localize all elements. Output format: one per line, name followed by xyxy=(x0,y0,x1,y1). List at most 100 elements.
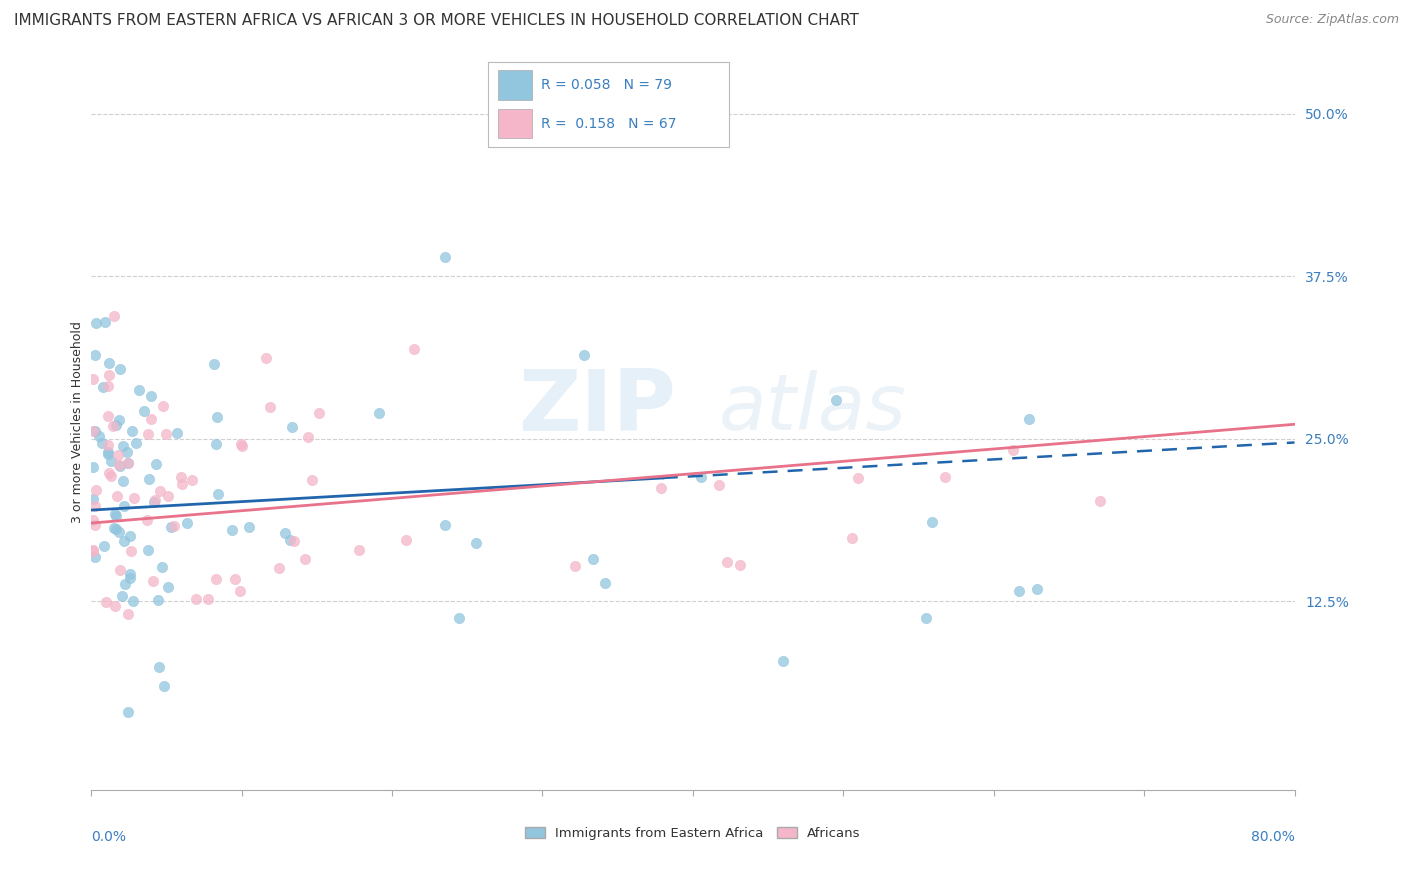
Point xyxy=(772,654,794,668)
Point xyxy=(110,362,132,376)
Point xyxy=(136,542,159,557)
Point xyxy=(728,558,751,572)
Point xyxy=(841,531,863,545)
Point xyxy=(1018,412,1040,426)
Point xyxy=(846,471,869,485)
Point xyxy=(104,599,127,613)
Y-axis label: 3 or more Vehicles in Household: 3 or more Vehicles in Household xyxy=(72,321,84,524)
Point xyxy=(139,389,162,403)
Point xyxy=(395,533,418,547)
Point xyxy=(170,470,193,484)
Point xyxy=(120,571,142,585)
Point xyxy=(582,552,605,566)
Point xyxy=(110,589,132,603)
Point xyxy=(142,495,165,509)
Point xyxy=(197,592,219,607)
Point xyxy=(105,489,128,503)
Point xyxy=(125,436,148,450)
Point xyxy=(101,419,124,434)
Point xyxy=(138,472,160,486)
Point xyxy=(574,348,596,362)
Point xyxy=(707,477,730,491)
Point xyxy=(120,544,142,558)
Text: 0.0%: 0.0% xyxy=(91,830,127,844)
Point xyxy=(83,424,105,438)
Point xyxy=(108,458,131,472)
Point xyxy=(97,447,120,461)
Point xyxy=(207,487,229,501)
Text: Source: ZipAtlas.com: Source: ZipAtlas.com xyxy=(1265,13,1399,27)
Point xyxy=(1001,443,1024,458)
Point xyxy=(103,521,125,535)
Point xyxy=(934,470,956,484)
Point xyxy=(148,660,170,674)
Point xyxy=(82,424,104,438)
Point xyxy=(155,427,177,442)
Point xyxy=(107,448,129,462)
Point xyxy=(465,536,488,550)
Point xyxy=(84,316,107,330)
Point xyxy=(82,543,104,558)
Point xyxy=(221,524,243,538)
Point xyxy=(308,406,330,420)
Point xyxy=(176,516,198,531)
Point xyxy=(114,576,136,591)
Point xyxy=(157,489,180,503)
Point xyxy=(281,420,304,434)
Point xyxy=(117,456,139,470)
Point xyxy=(112,533,135,548)
Point xyxy=(104,522,127,536)
Point xyxy=(825,393,848,408)
Point xyxy=(84,483,107,498)
Point xyxy=(96,379,118,393)
Point xyxy=(283,533,305,548)
Point xyxy=(228,583,250,598)
Point xyxy=(87,429,110,443)
Point xyxy=(128,383,150,397)
Point xyxy=(83,500,105,514)
Point xyxy=(84,348,107,362)
Point xyxy=(100,469,122,483)
Point xyxy=(108,413,131,427)
Point xyxy=(82,513,104,527)
Point xyxy=(160,520,183,534)
Point xyxy=(82,460,104,475)
Point xyxy=(136,427,159,442)
Point xyxy=(163,519,186,533)
Point xyxy=(104,418,127,433)
Point xyxy=(145,492,167,507)
Point xyxy=(82,371,104,385)
Point xyxy=(84,518,107,533)
Point xyxy=(112,500,135,514)
Point xyxy=(142,574,165,589)
Point xyxy=(1026,582,1049,596)
Point xyxy=(98,466,121,480)
Point xyxy=(294,551,316,566)
Point xyxy=(434,250,457,264)
Point xyxy=(150,560,173,574)
Point xyxy=(231,437,253,451)
Point xyxy=(134,404,156,418)
Point xyxy=(93,540,115,554)
Point xyxy=(117,607,139,622)
Point xyxy=(97,409,120,423)
Point xyxy=(1088,494,1111,508)
Point xyxy=(115,445,138,459)
Point xyxy=(184,591,207,606)
Point xyxy=(170,477,193,491)
Point xyxy=(97,368,120,382)
Point xyxy=(921,515,943,529)
Point xyxy=(108,524,131,539)
Point xyxy=(231,439,253,453)
Point xyxy=(267,561,290,575)
Point xyxy=(136,513,159,527)
Point xyxy=(434,517,457,532)
Point xyxy=(108,458,131,473)
Point xyxy=(181,474,204,488)
Point xyxy=(97,437,120,451)
Point xyxy=(139,412,162,426)
Point xyxy=(149,483,172,498)
Point xyxy=(254,351,277,366)
Text: IMMIGRANTS FROM EASTERN AFRICA VS AFRICAN 3 OR MORE VEHICLES IN HOUSEHOLD CORREL: IMMIGRANTS FROM EASTERN AFRICA VS AFRICA… xyxy=(14,13,859,29)
Point xyxy=(205,436,228,450)
